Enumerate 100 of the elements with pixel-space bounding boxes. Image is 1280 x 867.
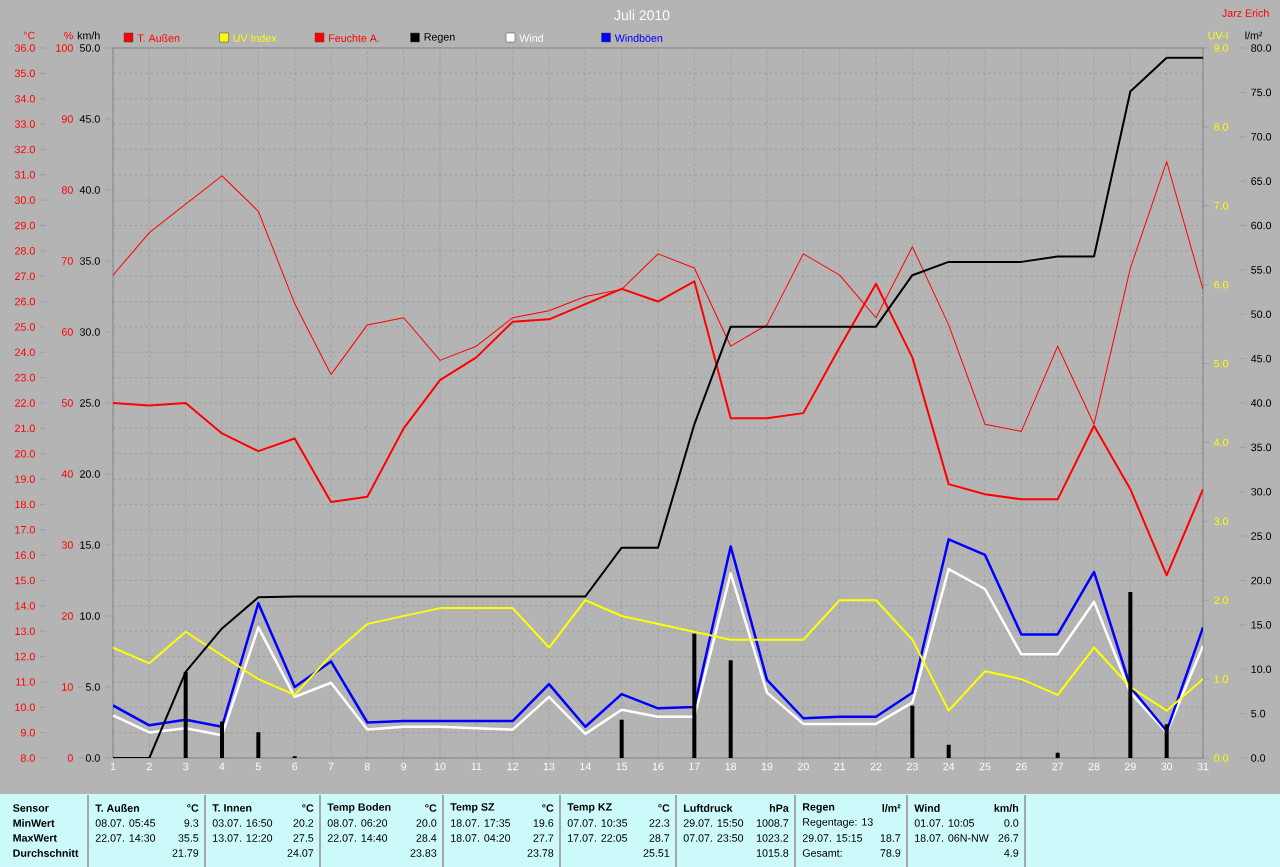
text: 24.07 [287,849,314,857]
x-tick-label: 4 [219,762,225,771]
x-tick-label: 14 [580,762,591,771]
y2-tick-label: 10 [62,683,73,691]
y2-tick-label: 90 [61,115,73,123]
y-tick-label: 18.0 [15,500,35,509]
y-axis-title: °C [23,31,35,40]
x-tick-label: 20 [797,762,809,771]
y-tick-label: 65.0 [1251,177,1272,185]
y-tick-label: 16.0 [15,551,35,559]
text: Regen [802,803,835,813]
text: 29.07. 15:15 [802,834,863,842]
text: Gesamt: [802,849,842,857]
bar [728,660,733,758]
y-tick-label: 11.0 [16,678,35,686]
text: 18.07. 17:35 [451,819,511,827]
bar [1128,592,1133,758]
y2-tick-label: 3.0 [1214,517,1229,526]
text: °C [302,804,314,812]
x-tick-label: 2 [146,762,152,771]
text: 08.07. 05:45 [95,819,156,827]
y-tick-label: 5.0 [1251,709,1266,718]
y-tick-label: 25.0 [15,323,35,331]
text: °C [542,804,554,812]
bar [619,719,624,758]
x-tick-label: 6 [292,762,298,771]
x-tick-label: 30 [1161,762,1173,771]
x-tick-label: 13 [543,762,555,771]
text: 08.07. 06:20 [327,819,388,827]
y2-tick-label: 0 [67,754,73,762]
y-tick-label: 60.0 [1251,221,1272,230]
y-tick-label: 15.0 [15,576,35,585]
text: 1008.7 [756,819,789,827]
x-tick-label: 28 [1088,762,1100,771]
y-tick-label: 35.0 [1251,443,1272,452]
y-tick-label: 55.0 [1251,266,1272,274]
x-tick-label: 17 [689,762,700,771]
text: T. Außen [95,804,140,812]
text: 27.5 [293,834,314,842]
y2-tick-label: 8.0 [1214,123,1229,131]
y-tick-label: 27.0 [15,272,35,280]
y3-tick-label: 5.0 [85,683,100,691]
text: 23.78 [527,849,554,857]
text: 78.9 [880,849,901,857]
x-tick-label: 3 [183,762,189,771]
text: 13.07. 12:20 [213,834,273,842]
y-tick-label: 40.0 [1250,399,1272,407]
y-tick-label: 17.0 [15,526,35,534]
text: 23.83 [410,849,437,857]
x-tick-label: 16 [652,762,664,771]
x-tick-label: 7 [328,762,334,771]
y3-tick-label: 45.0 [79,115,100,123]
x-tick-label: 29 [1124,762,1136,771]
y3-tick-label: 15.0 [80,541,100,549]
text: Sensor [13,804,49,812]
y-tick-label: 80.0 [1251,44,1272,52]
text: 19.6 [533,819,554,827]
text: l/m² [882,804,901,812]
y2-tick-label: 9.0 [1214,44,1229,52]
text: 9.3 [184,819,199,827]
x-tick-label: 10 [434,762,446,771]
text: MaxWert [13,834,57,842]
y-tick-label: 10.0 [15,703,35,712]
text: 03.07. 16:50 [212,819,273,827]
text: 26.7 [998,834,1019,842]
y2-tick-label: 7.0 [1214,202,1229,210]
y2-tick-label: 1.0 [1214,675,1229,683]
y3-tick-label: 35.0 [79,257,100,265]
text: 28.7 [649,834,670,842]
text: 1023.2 [756,834,789,842]
y-tick-label: 36.0 [14,44,35,52]
text: 07.07. 10:35 [567,819,628,827]
text: 22.07. 14:30 [95,834,156,842]
y2-tick-label: 50 [61,399,73,407]
text: 01.07. 10:05 [914,819,975,827]
y3-axis-title: km/h [77,31,100,40]
x-tick-label: 19 [761,762,773,771]
text: 18.7 [880,834,901,842]
x-tick-label: 1 [110,762,116,771]
text: 22.07. 14:40 [327,834,388,842]
y-tick-label: 20.0 [15,449,35,458]
bar [910,705,915,758]
x-tick-label: 21 [834,762,846,771]
text: Regentage: 13 [803,818,873,828]
y-tick-label: 30.0 [14,196,35,204]
y-tick-label: 8.0 [20,754,35,762]
text: 17.07. 22:05 [568,834,628,842]
text: Wind [914,804,940,812]
y-tick-label: 22.0 [15,399,35,407]
y-tick-label: 50.0 [1251,310,1272,319]
text: 1015.8 [756,849,789,857]
y2-tick-label: 60 [61,328,73,336]
y-tick-label: 23.0 [15,373,35,382]
y-tick-label: 75.0 [1251,88,1272,97]
text: 20.0 [416,819,437,827]
chart-title: Juli 2010 [614,9,670,21]
x-tick-label: 26 [1015,762,1027,771]
y2-tick-label: 4.0 [1213,438,1229,447]
y-tick-label: 30.0 [1251,487,1272,496]
y2-axis-title: UV-I [1208,31,1228,40]
